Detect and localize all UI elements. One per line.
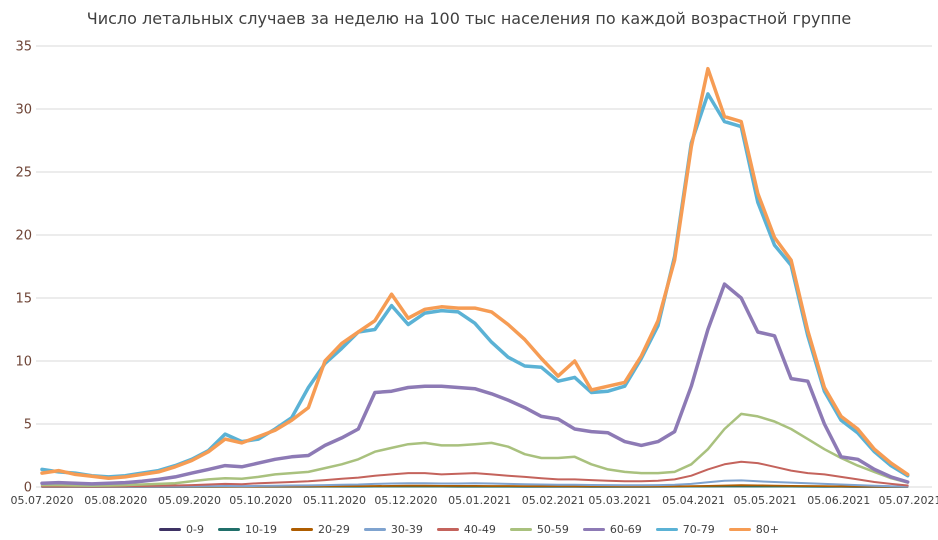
y-tick-label: 30 bbox=[15, 103, 32, 118]
y-tick-label: 35 bbox=[15, 40, 32, 55]
legend-swatch-30-39 bbox=[363, 527, 386, 532]
x-tick-label: 05.06.2021 bbox=[807, 494, 870, 507]
legend-label-80+: 80+ bbox=[755, 523, 779, 536]
legend-label-10-19: 10-19 bbox=[244, 523, 277, 536]
legend-label-50-59: 50-59 bbox=[536, 523, 569, 536]
y-tick-label: 25 bbox=[15, 166, 32, 181]
legend: 0-9 10-19 20-29 30-39 40-49 50-59 60-69 70-79 80… bbox=[0, 524, 938, 535]
legend-item-10-19: 10-19 bbox=[217, 523, 277, 536]
legend-item-0-9: 0-9 bbox=[159, 524, 204, 535]
legend-swatch-20-29 bbox=[290, 527, 313, 532]
legend-swatch-70-79 bbox=[655, 527, 678, 532]
legend-label-0-9: 0-9 bbox=[186, 523, 204, 536]
legend-item-30-39: 30-39 bbox=[363, 523, 423, 536]
x-tick-label: 05.07.2021 bbox=[879, 494, 938, 507]
series-line-70-79 bbox=[40, 92, 910, 479]
y-tick-label: 15 bbox=[15, 292, 32, 307]
legend-item-80+: 80+ bbox=[728, 523, 779, 536]
legend-label-70-79: 70-79 bbox=[682, 523, 715, 536]
y-tick-label: 10 bbox=[15, 355, 32, 370]
x-tick-label: 05.01.2021 bbox=[448, 494, 511, 507]
legend-swatch-40-49 bbox=[436, 527, 459, 532]
legend-item-20-29: 20-29 bbox=[290, 523, 350, 536]
legend-item-50-59: 50-59 bbox=[509, 523, 569, 536]
legend-swatch-80+ bbox=[728, 527, 751, 532]
x-tick-label: 05.12.2020 bbox=[374, 494, 437, 507]
x-tick-label: 05.02.2021 bbox=[522, 494, 585, 507]
legend-item-40-49: 40-49 bbox=[436, 523, 496, 536]
x-tick-label: 05.10.2020 bbox=[229, 494, 292, 507]
series-line-60-69 bbox=[40, 282, 910, 486]
x-tick-label: 05.03.2021 bbox=[588, 494, 651, 507]
series-line-30-39 bbox=[41, 479, 909, 488]
x-tick-label: 05.07.2020 bbox=[11, 494, 74, 507]
series-line-50-59 bbox=[40, 412, 909, 487]
legend-swatch-10-19 bbox=[217, 527, 240, 532]
series-line-40-49 bbox=[41, 460, 909, 488]
legend-label-40-49: 40-49 bbox=[463, 523, 496, 536]
x-tick-label: 05.04.2021 bbox=[662, 494, 725, 507]
legend-swatch-50-59 bbox=[509, 527, 532, 532]
legend-label-30-39: 30-39 bbox=[390, 523, 423, 536]
y-tick-label: 0 bbox=[24, 481, 32, 496]
chart-title: Число летальных случаев за неделю на 100… bbox=[86, 9, 852, 28]
legend-item-60-69: 60-69 bbox=[582, 523, 642, 536]
legend-swatch-60-69 bbox=[582, 527, 605, 532]
y-tick-label: 20 bbox=[15, 229, 32, 244]
x-tick-label: 05.11.2020 bbox=[303, 494, 366, 507]
x-tick-label: 05.09.2020 bbox=[158, 494, 221, 507]
legend-swatch-0-9 bbox=[159, 527, 182, 532]
legend-label-60-69: 60-69 bbox=[609, 523, 642, 536]
x-tick-label: 05.08.2020 bbox=[84, 494, 147, 507]
legend-label-20-29: 20-29 bbox=[317, 523, 350, 536]
y-tick-label: 5 bbox=[24, 418, 32, 433]
x-tick-label: 05.05.2021 bbox=[734, 494, 797, 507]
series-line-80+ bbox=[40, 66, 910, 480]
legend-item-70-79: 70-79 bbox=[655, 523, 715, 536]
